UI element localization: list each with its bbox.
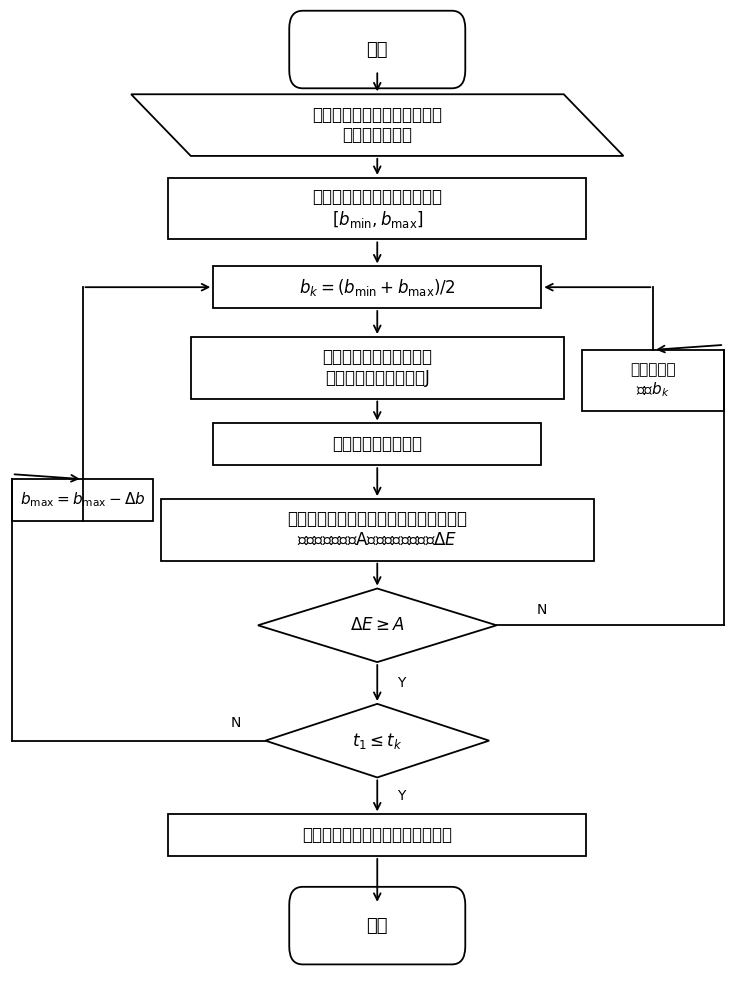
Bar	[213, 423, 541, 465]
Bar	[191, 337, 564, 399]
Text: 开始进行剪切角计算: 开始进行剪切角计算	[332, 435, 422, 453]
Text: 开始: 开始	[367, 41, 388, 59]
Text: 得到符合设计要求的曲轴旋转半径: 得到符合设计要求的曲轴旋转半径	[302, 826, 453, 844]
Polygon shape	[265, 704, 489, 777]
FancyBboxPatch shape	[289, 887, 465, 964]
Polygon shape	[131, 94, 623, 156]
Bar	[161, 499, 593, 561]
Polygon shape	[258, 589, 497, 662]
Text: 求出开始剪切时和结束剪切时电机输出转
速，计算剪切功A及释放的剪切能量$\Delta E$: 求出开始剪切时和结束剪切时电机输出转 速，计算剪切功A及释放的剪切能量$\Del…	[287, 510, 468, 549]
Text: 输入飞剪机四连杆机构各参数
及工艺设计参数: 输入飞剪机四连杆机构各参数 及工艺设计参数	[312, 106, 442, 144]
Bar	[582, 350, 724, 411]
Text: Y: Y	[397, 676, 405, 690]
Text: $\Delta E\geq A$: $\Delta E\geq A$	[350, 616, 404, 634]
Text: 给定曲轴旋转半径的设计范围
$[b_{\min},b_{\max}]$: 给定曲轴旋转半径的设计范围 $[b_{\min},b_{\max}]$	[312, 188, 442, 230]
FancyBboxPatch shape	[289, 11, 465, 88]
Text: $b_{\max}=b_{\max}-\Delta b$: $b_{\max}=b_{\max}-\Delta b$	[20, 491, 145, 509]
Text: N: N	[536, 603, 547, 617]
Bar	[213, 266, 541, 308]
Text: Y: Y	[397, 789, 405, 803]
Text: 结束: 结束	[367, 917, 388, 935]
Text: $b_k=(b_{\min}+b_{\max})/2$: $b_k=(b_{\min}+b_{\max})/2$	[299, 277, 456, 298]
Text: 二分法生成
新的$b_k$: 二分法生成 新的$b_k$	[630, 362, 676, 399]
Bar	[169, 814, 586, 856]
Text: $t_1\leq t_k$: $t_1\leq t_k$	[352, 731, 403, 751]
Text: N: N	[230, 716, 241, 730]
Bar	[169, 178, 586, 239]
Text: 计算折算至电机输出轴上
的飞剪系统的转动惯量J: 计算折算至电机输出轴上 的飞剪系统的转动惯量J	[322, 348, 432, 387]
Bar	[12, 479, 154, 521]
